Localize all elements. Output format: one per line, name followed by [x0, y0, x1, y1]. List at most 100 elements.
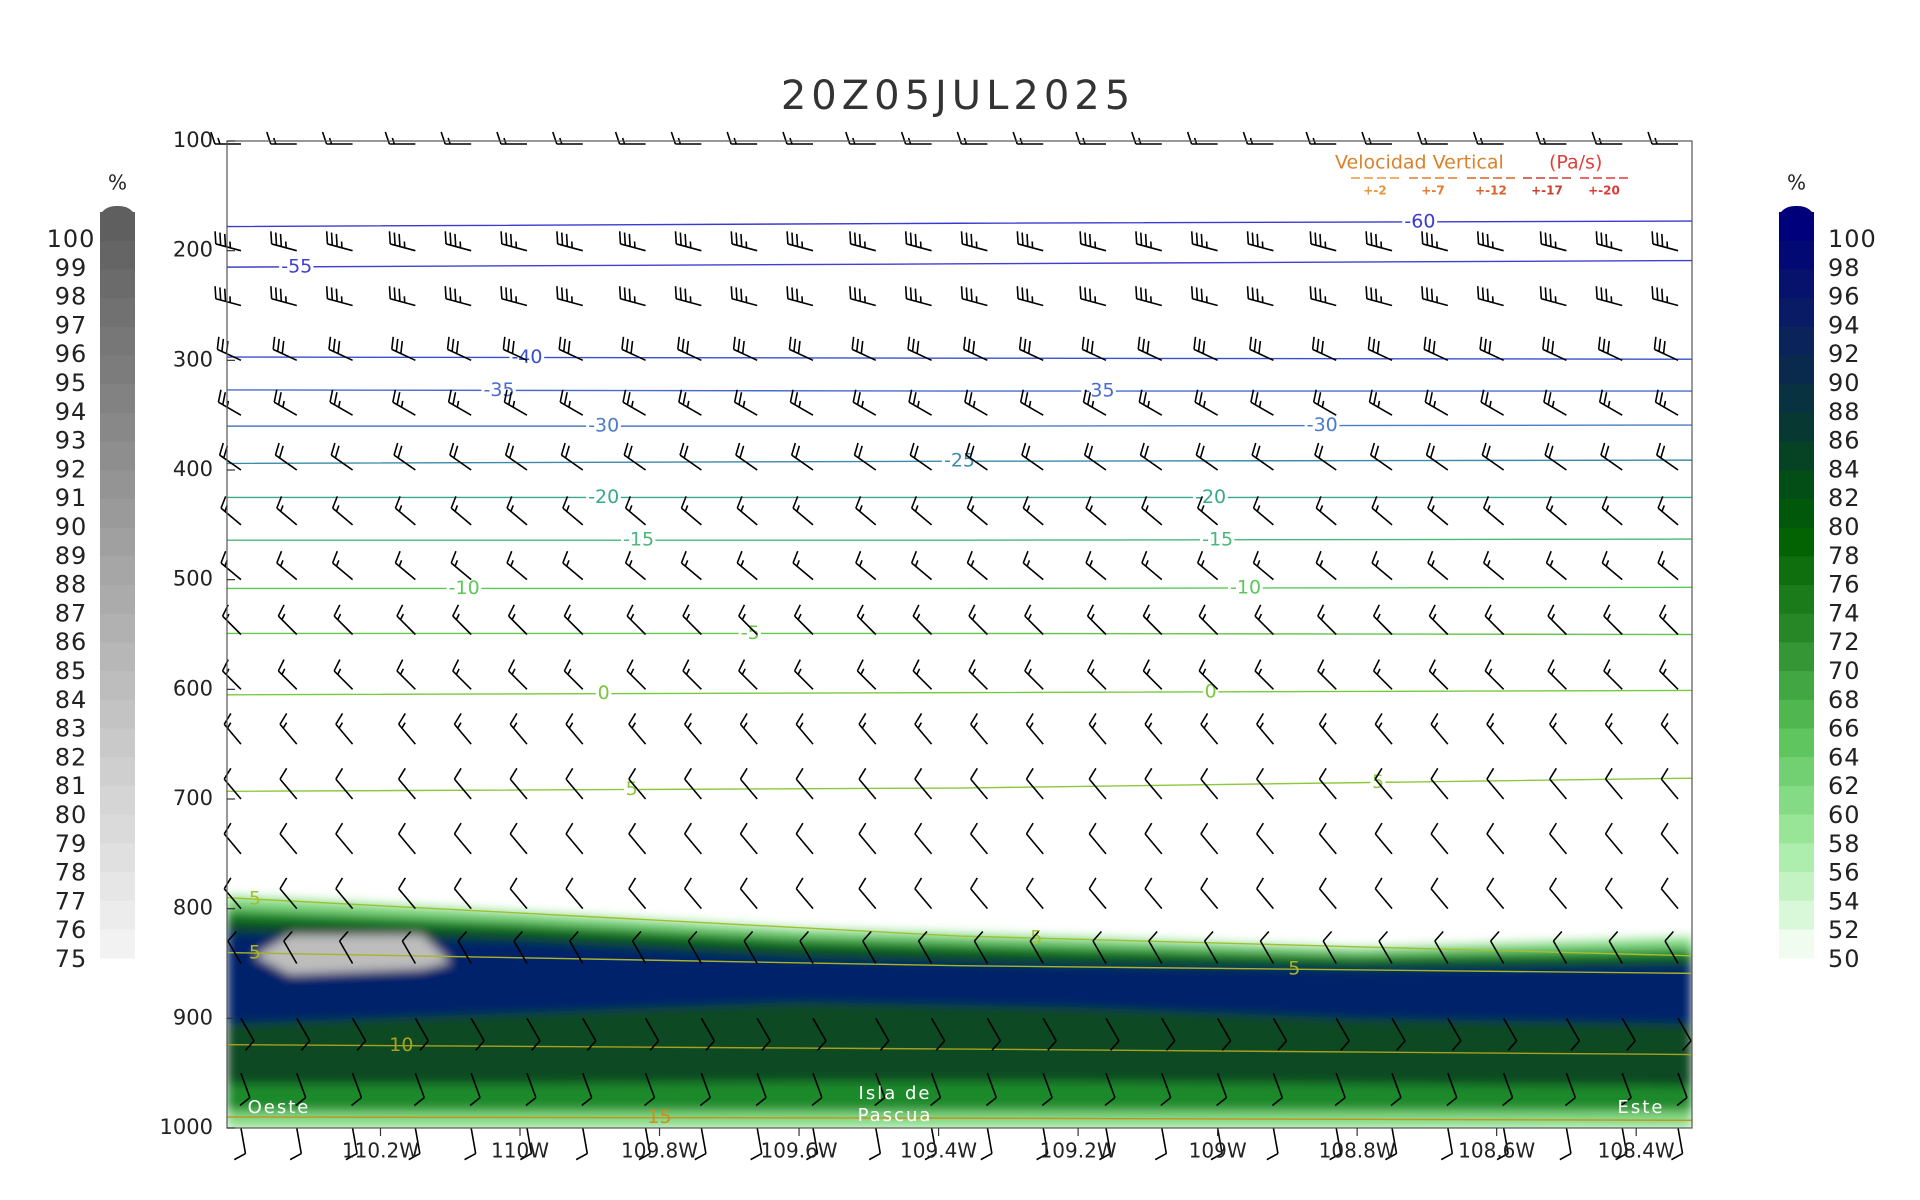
- wind-barb: [960, 231, 988, 252]
- wind-barb: [446, 336, 472, 362]
- wind-barb: [862, 930, 877, 964]
- annotation: Pascua: [858, 1105, 933, 1126]
- wind-barb: [1601, 496, 1623, 526]
- wind-barb: [328, 336, 353, 362]
- wind-barb: [1025, 877, 1044, 910]
- wind-barb: [674, 286, 702, 307]
- colorbar-label: 82: [1828, 484, 1861, 512]
- vv-legend-title: Velocidad Vertical: [1335, 152, 1504, 174]
- colorbar-label: 99: [55, 254, 88, 282]
- wind-barb: [851, 336, 877, 362]
- wind-barb: [502, 336, 528, 362]
- wind-barb: [519, 1127, 533, 1161]
- colorbar-swatch: [1779, 871, 1814, 902]
- wind-barb: [556, 286, 583, 307]
- wind-barb: [1042, 1017, 1057, 1051]
- wind-barb: [217, 389, 242, 416]
- wind-barb: [1385, 1127, 1398, 1161]
- wind-barb: [910, 550, 933, 581]
- contour-label: 5: [249, 888, 261, 910]
- wind-barb: [500, 231, 528, 252]
- wind-barb: [930, 1017, 946, 1051]
- wind-barb: [904, 286, 932, 307]
- contour-line: [227, 259, 1692, 268]
- wind-barb: [1079, 231, 1107, 252]
- wind-barb: [792, 550, 814, 581]
- wind-barb: [279, 713, 298, 745]
- colorbar-swatch: [1779, 613, 1814, 643]
- wind-barb: [739, 822, 758, 855]
- y-tick-label: 100: [173, 128, 213, 152]
- wind-barb: [1154, 1127, 1168, 1161]
- wind-barb: [1318, 822, 1337, 855]
- wind-barb: [628, 877, 647, 910]
- wind-barb: [390, 336, 416, 362]
- wind-barb: [1653, 336, 1679, 362]
- wind-barb: [1135, 231, 1163, 252]
- wind-barb: [730, 286, 758, 307]
- wind-barb: [296, 1017, 311, 1051]
- wind-barb: [1309, 231, 1337, 252]
- wind-barb: [413, 1072, 426, 1107]
- wind-barb: [1423, 336, 1449, 362]
- wind-barb: [924, 1127, 937, 1161]
- contour-line: [227, 951, 1692, 975]
- vv-legend-label: +-20: [1588, 184, 1620, 198]
- x-tick-label: 109W: [1189, 1139, 1247, 1163]
- wind-barb: [239, 1072, 251, 1107]
- wind-barb: [743, 930, 758, 964]
- colorbar-label: 95: [55, 369, 88, 397]
- wind-barb: [453, 877, 472, 910]
- wind-barb: [444, 231, 472, 252]
- wind-barb: [786, 286, 814, 307]
- colorbar-label: 84: [55, 686, 88, 714]
- colorbar-label: 86: [55, 628, 88, 656]
- wind-barb: [680, 550, 702, 581]
- wind-barb: [1135, 286, 1163, 307]
- wind-barb: [1424, 389, 1449, 416]
- wind-barb: [1322, 930, 1337, 964]
- colorbar-label: 100: [1828, 225, 1877, 253]
- wind-barb: [795, 822, 814, 855]
- wind-barb: [788, 336, 814, 362]
- wind-barb: [966, 550, 988, 581]
- colorbar-swatch: [100, 613, 135, 643]
- wind-barb: [569, 930, 584, 964]
- wind-barb: [335, 822, 354, 855]
- wind-barb: [1658, 604, 1679, 636]
- wind-barb: [509, 767, 528, 800]
- wind-barb: [1676, 1072, 1688, 1107]
- wind-barb: [1539, 231, 1567, 252]
- wind-barb: [1446, 1072, 1458, 1107]
- colorbar-swatch: [1779, 556, 1814, 586]
- wind-barb: [453, 713, 472, 745]
- wind-barb: [1193, 336, 1218, 362]
- wind-barb: [966, 496, 988, 526]
- wind-barb: [986, 1017, 1002, 1051]
- wind-barb: [1496, 1127, 1509, 1161]
- wind-barb: [858, 767, 877, 800]
- contour-line: [227, 897, 1692, 957]
- wind-barb: [1559, 1127, 1572, 1161]
- wind-barb: [733, 389, 758, 416]
- wind-barb: [812, 1017, 827, 1051]
- y-tick-label: 1000: [160, 1115, 213, 1139]
- wind-barb: [1371, 550, 1393, 581]
- wind-barb: [618, 231, 646, 252]
- wind-barb: [1621, 1017, 1636, 1051]
- colorbar-swatch: [100, 384, 135, 414]
- wind-barb: [1088, 713, 1107, 745]
- wind-barb: [1549, 713, 1568, 745]
- colorbar-swatch: [1779, 527, 1814, 557]
- wind-barb: [623, 442, 647, 471]
- wind-barb: [735, 442, 758, 471]
- wind-barb: [335, 767, 354, 800]
- wind-barb: [1615, 1127, 1628, 1161]
- wind-barb: [559, 389, 584, 416]
- wind-barb: [330, 442, 354, 471]
- wind-barb: [1664, 930, 1679, 964]
- wind-barb: [1190, 286, 1218, 307]
- wind-barb: [644, 1072, 656, 1107]
- wind-barb: [1334, 1072, 1346, 1107]
